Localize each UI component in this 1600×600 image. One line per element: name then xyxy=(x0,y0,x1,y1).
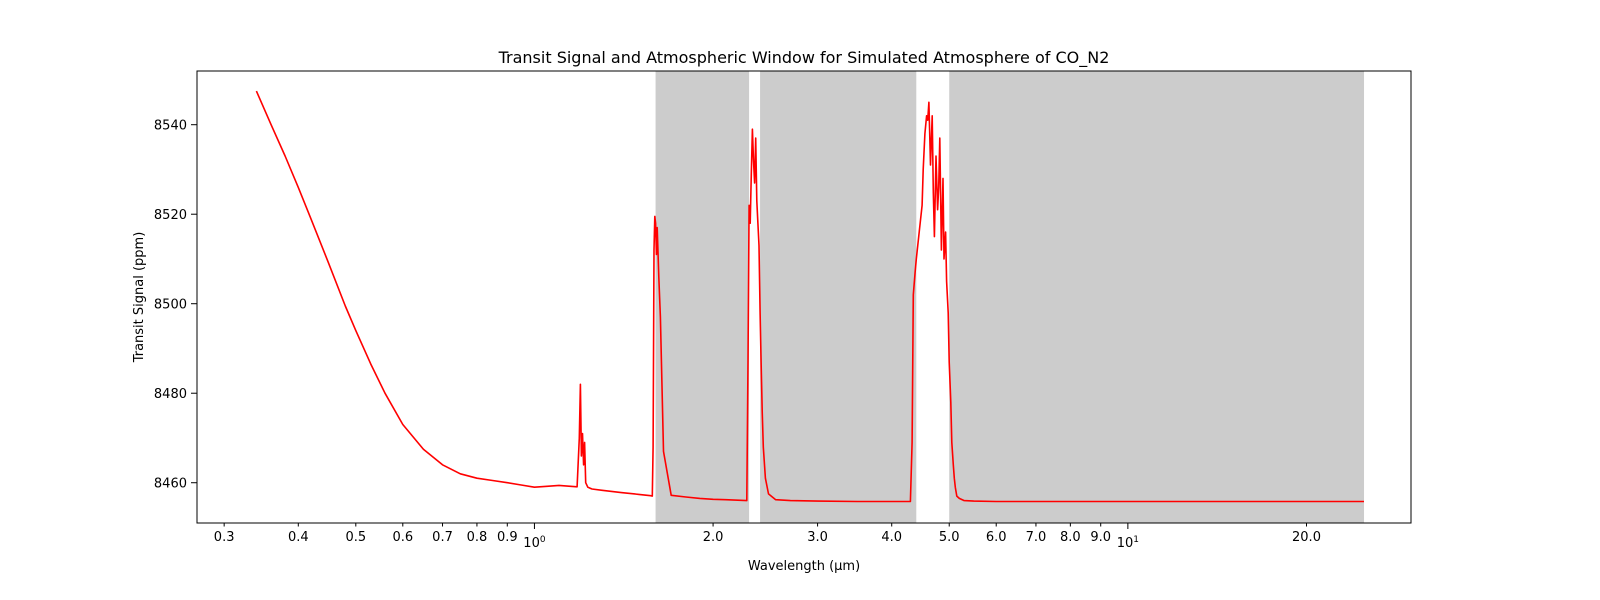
x-tick-label: 2.0 xyxy=(703,530,724,545)
x-tick-label: 4.0 xyxy=(881,530,902,545)
x-axis-ticks: 0.3 0.4 0.5 0.6 0.7 0.8 0.9 100 2.0 3.0 4.0 5.0 6.0 7… xyxy=(214,523,1321,551)
y-tick-label: 8520 xyxy=(154,208,187,223)
x-tick-label: 0.9 xyxy=(497,530,518,545)
y-tick-label: 8480 xyxy=(154,387,187,402)
y-tick-label: 8460 xyxy=(154,477,187,492)
y-axis-label: Transit Signal (ppm) xyxy=(132,232,147,364)
x-tick-label: 9.0 xyxy=(1090,530,1111,545)
x-tick-label: 0.3 xyxy=(214,530,235,545)
series-line-1 xyxy=(255,90,1364,503)
chart-title: Transit Signal and Atmospheric Window fo… xyxy=(498,48,1110,68)
atmospheric-window-2 xyxy=(760,71,917,523)
x-tick-label: 6.0 xyxy=(986,530,1007,545)
plot-frame xyxy=(196,70,1412,524)
atmospheric-window-1 xyxy=(655,71,750,523)
series-layer xyxy=(255,90,1364,503)
x-tick-label: 3.0 xyxy=(807,530,828,545)
y-axis-ticks: 8460 8480 8500 8520 8540 xyxy=(154,119,197,492)
x-tick-label: 0.7 xyxy=(432,530,453,545)
atmospheric-windows xyxy=(655,71,1365,523)
x-tick-label: 0.4 xyxy=(288,530,309,545)
x-tick-label: 0.8 xyxy=(467,530,488,545)
x-tick-label: 8.0 xyxy=(1060,530,1081,545)
y-tick-label: 8500 xyxy=(154,298,187,313)
x-tick-label: 20.0 xyxy=(1292,530,1321,545)
atmospheric-window-3 xyxy=(949,71,1365,523)
x-tick-label: 7.0 xyxy=(1026,530,1047,545)
x-tick-label: 0.6 xyxy=(392,530,413,545)
x-tick-label: 0.5 xyxy=(345,530,366,545)
x-axis-label: Wavelength (μm) xyxy=(748,559,860,574)
y-tick-label: 8540 xyxy=(154,119,187,134)
x-tick-label: 5.0 xyxy=(939,530,960,545)
